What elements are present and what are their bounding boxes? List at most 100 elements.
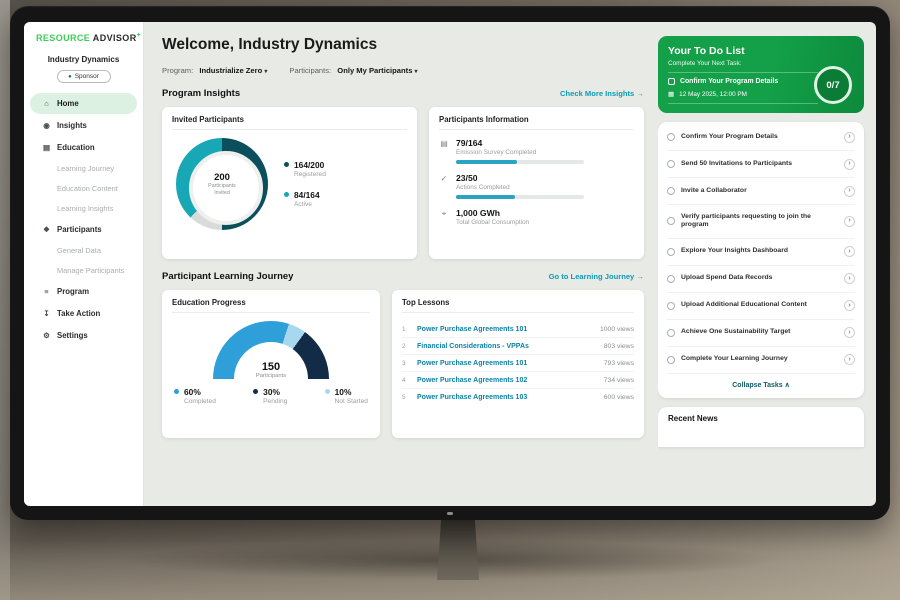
sidebar-item-education[interactable]: ▤ Education [30, 137, 137, 158]
task-checkbox[interactable] [667, 329, 675, 337]
collapse-tasks-button[interactable]: Collapse Tasks ∧ [667, 374, 855, 396]
task-row[interactable]: Explore Your Insights Dashboard › [667, 239, 855, 266]
task-checkbox[interactable] [667, 248, 675, 256]
sidebar-item-general-data[interactable]: General Data [30, 241, 137, 260]
settings-icon: ⚙ [42, 331, 51, 340]
consumption-icon: ⌖ [439, 208, 449, 226]
home-icon: ⌂ [42, 99, 51, 108]
monitor-stand [437, 518, 479, 580]
lesson-link[interactable]: Power Purchase Agreements 103 [417, 394, 597, 401]
go-to-learning-journey-link[interactable]: Go to Learning Journey → [549, 272, 644, 281]
chevron-right-icon[interactable]: › [844, 273, 855, 284]
checkbox-icon[interactable] [668, 78, 675, 85]
sidebar-item-label: Education [57, 143, 95, 152]
todo-subtitle: Complete Your Next Task: [668, 60, 854, 67]
sidebar-item-label: Insights [57, 121, 87, 130]
lesson-link[interactable]: Power Purchase Agreements 101 [417, 360, 597, 367]
sidebar-item-learning-insights[interactable]: Learning Insights [30, 199, 137, 218]
task-row[interactable]: Verify participants requesting to join t… [667, 205, 855, 239]
lesson-link[interactable]: Financial Considerations - VPPAs [417, 343, 597, 350]
recent-news-card: Recent News [658, 407, 864, 447]
task-row[interactable]: Achieve One Sustainability Target › [667, 320, 855, 347]
monitor-bezel: RESOURCE ADVISOR+ Industry Dynamics ● Sp… [10, 6, 890, 520]
logo-resource: RESOURCE [36, 33, 90, 43]
completed-dot [174, 389, 179, 394]
invited-participants-title: Invited Participants [172, 115, 407, 130]
task-checkbox[interactable] [667, 356, 675, 364]
lesson-row: 2 Financial Considerations - VPPAs 803 v… [402, 338, 634, 355]
progress-bar [456, 160, 584, 164]
top-lessons-card: Top Lessons 1 Power Purchase Agreements … [392, 290, 644, 438]
participants-filter: Participants: Only My Participants ▾ [289, 66, 417, 75]
education-legend: 60% Completed 30% Pending [172, 383, 370, 405]
chevron-right-icon[interactable]: › [844, 246, 855, 257]
lesson-rank: 3 [402, 360, 410, 367]
lesson-link[interactable]: Power Purchase Agreements 101 [417, 326, 593, 333]
actions-icon: ✓ [439, 173, 449, 199]
program-filter: Program: Industrialize Zero ▾ [162, 66, 267, 75]
invited-donut-wrap: 200 Participants Invited 164/200 Registe… [172, 138, 407, 230]
lesson-link[interactable]: Power Purchase Agreements 102 [417, 377, 597, 384]
sidebar-item-insights[interactable]: ◉ Insights [30, 115, 137, 136]
sidebar-item-participants[interactable]: ❖ Participants [30, 219, 137, 240]
task-row[interactable]: Confirm Your Program Details › [667, 124, 855, 151]
task-checkbox[interactable] [667, 275, 675, 283]
gauge-center: 150 Participants [213, 361, 329, 379]
sidebar-item-education-content[interactable]: Education Content [30, 179, 137, 198]
task-checkbox[interactable] [667, 217, 675, 225]
legend-completed: 60% Completed [174, 387, 216, 405]
todo-summary-card: Your To Do List Complete Your Next Task:… [658, 36, 864, 113]
sidebar-item-manage-participants[interactable]: Manage Participants [30, 261, 137, 280]
chevron-right-icon[interactable]: › [844, 159, 855, 170]
arrow-right-icon: → [636, 89, 644, 98]
stat-actions-completed: ✓ 23/50 Actions Completed [439, 173, 634, 199]
arrow-right-icon: → [636, 272, 644, 281]
chevron-right-icon[interactable]: › [844, 216, 855, 227]
org-name: Industry Dynamics [24, 55, 143, 64]
stat-value: 23/50 [456, 173, 584, 183]
sponsor-badge[interactable]: ● Sponsor [57, 70, 111, 83]
monitor-led [447, 512, 453, 515]
program-filter-select[interactable]: Industrialize Zero ▾ [199, 66, 267, 75]
task-row[interactable]: Complete Your Learning Journey › [667, 347, 855, 374]
sidebar-item-learning-journey[interactable]: Learning Journey [30, 159, 137, 178]
sidebar-item-settings[interactable]: ⚙ Settings [30, 325, 137, 346]
task-row[interactable]: Upload Additional Educational Content › [667, 293, 855, 320]
sidebar-item-label: Program [57, 287, 89, 296]
todo-title: Your To Do List [668, 45, 854, 57]
lesson-views: 734 views [604, 377, 634, 384]
invited-legend: 164/200 Registered 84/164 Active [284, 160, 326, 208]
sidebar-item-program[interactable]: ≡ Program [30, 281, 137, 302]
sidebar-item-home[interactable]: ⌂ Home [30, 93, 137, 114]
check-more-insights-link[interactable]: Check More Insights → [560, 89, 644, 98]
sidebar-item-take-action[interactable]: ↧ Take Action [30, 303, 137, 324]
chevron-right-icon[interactable]: › [844, 300, 855, 311]
task-row[interactable]: Upload Spend Data Records › [667, 266, 855, 293]
chevron-right-icon[interactable]: › [844, 354, 855, 365]
participants-filter-select[interactable]: Only My Participants ▾ [337, 66, 417, 75]
learning-journey-title: Participant Learning Journey [162, 271, 293, 282]
task-checkbox[interactable] [667, 187, 675, 195]
chevron-right-icon[interactable]: › [844, 327, 855, 338]
chevron-right-icon[interactable]: › [844, 186, 855, 197]
chevron-right-icon[interactable]: › [844, 132, 855, 143]
sidebar-item-label: General Data [57, 246, 101, 255]
gauge-center-label: Participants [213, 373, 329, 379]
participants-information-card: Participants Information ▤ 79/164 Emissi… [429, 107, 644, 259]
todo-next-task[interactable]: Confirm Your Program Details [668, 72, 818, 85]
participants-information-title: Participants Information [439, 115, 634, 130]
task-row[interactable]: Invite a Collaborator › [667, 178, 855, 205]
education-icon: ▤ [42, 143, 51, 152]
registered-label: Registered [294, 171, 326, 178]
task-checkbox[interactable] [667, 302, 675, 310]
logo-plus: + [137, 32, 142, 39]
task-checkbox[interactable] [667, 133, 675, 141]
task-checkbox[interactable] [667, 160, 675, 168]
sidebar-item-label: Learning Journey [57, 164, 114, 173]
program-icon: ≡ [42, 287, 51, 296]
task-row[interactable]: Send 50 Invitations to Participants › [667, 151, 855, 178]
sidebar-item-label: Take Action [57, 309, 100, 318]
todo-next-due: ▦ 12 May 2025, 12:00 PM [668, 90, 818, 104]
lesson-views: 803 views [604, 343, 634, 350]
lesson-row: 1 Power Purchase Agreements 101 1000 vie… [402, 321, 634, 338]
